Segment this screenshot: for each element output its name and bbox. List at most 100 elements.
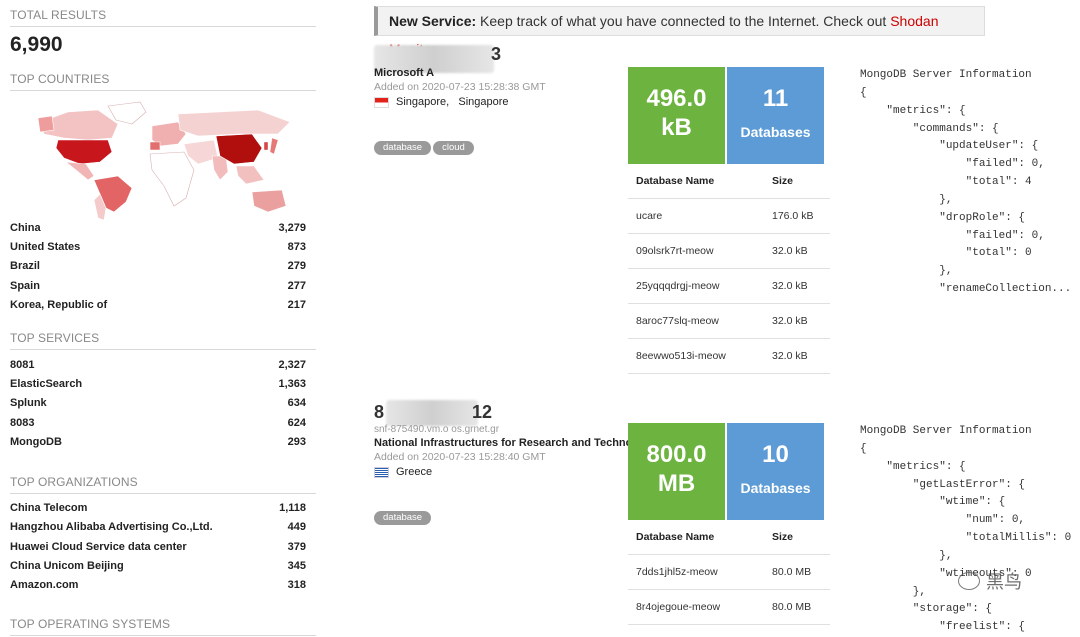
map-south-america-south	[93, 193, 107, 221]
org-row[interactable]: China Unicom Beijing 345	[10, 556, 306, 575]
service-name[interactable]: Splunk	[10, 396, 47, 409]
service-name[interactable]: ElasticSearch	[10, 377, 83, 390]
map-korea	[263, 141, 269, 151]
table-row: ucare 176.0 kB	[628, 198, 830, 234]
tag-database[interactable]: database	[374, 141, 432, 155]
map-china	[215, 133, 263, 165]
database-size: 32.0 kB	[768, 338, 830, 374]
redacted-ip-blur	[374, 45, 494, 73]
org-name[interactable]: Amazon.com	[10, 578, 79, 591]
map-spain	[149, 141, 161, 151]
country-row[interactable]: United States 873	[10, 237, 306, 256]
org-name[interactable]: China Telecom	[10, 501, 88, 514]
mongodb-server-info: MongoDB Server Information { "metrics": …	[860, 425, 1072, 634]
tag-cloud[interactable]: cloud	[433, 141, 474, 155]
service-name[interactable]: 8083	[10, 416, 35, 429]
result-location-text: Greece	[396, 466, 433, 478]
service-row[interactable]: MongoDB 293	[10, 432, 306, 451]
result-hostname[interactable]: snf-875490.vm.o os.grnet.gr	[374, 424, 500, 435]
org-row[interactable]: China Telecom 1,118	[10, 498, 306, 517]
column-header-size: Size	[768, 520, 830, 555]
country-count: 3,279	[278, 221, 306, 234]
service-name[interactable]: MongoDB	[10, 435, 62, 448]
banner-text: Keep track of what you have connected to…	[476, 13, 891, 29]
org-row[interactable]: Amazon.com 318	[10, 575, 306, 594]
database-count-label: Databases	[740, 480, 811, 496]
table-row: 8r4ojegoue-meow 80.0 MB	[628, 589, 830, 625]
org-row[interactable]: Hangzhou Alibaba Advertising Co.,Ltd. 44…	[10, 517, 306, 536]
map-australia	[251, 189, 287, 213]
database-table: Database Name Size ucare 176.0 kB 09olsr…	[628, 164, 830, 374]
service-row[interactable]: 8083 624	[10, 413, 306, 432]
country-count: 873	[287, 240, 306, 253]
map-europe	[151, 121, 187, 147]
org-name[interactable]: China Unicom Beijing	[10, 559, 124, 572]
country-name[interactable]: United States	[10, 240, 81, 253]
service-count: 1,363	[278, 377, 306, 390]
org-count: 379	[287, 540, 306, 553]
result-ip-suffix[interactable]: 3	[491, 44, 502, 64]
result-location-text: Singapore, Singapore	[396, 96, 509, 108]
country-count: 279	[287, 259, 306, 272]
database-size: 32.0 kB	[768, 233, 830, 269]
result-added-date: Added on 2020-07-23 15:28:38 GMT	[374, 81, 546, 93]
world-map[interactable]	[28, 100, 298, 222]
table-header-row: Database Name Size	[628, 164, 830, 199]
map-greenland	[107, 101, 147, 125]
service-row[interactable]: Splunk 634	[10, 393, 306, 412]
country-row[interactable]: Brazil 279	[10, 256, 306, 275]
country-row[interactable]: Korea, Republic of 217	[10, 295, 306, 314]
country-name[interactable]: Korea, Republic of	[10, 298, 108, 311]
country-name[interactable]: Spain	[10, 279, 40, 292]
result-organization[interactable]: National Infrastructures for Research an…	[374, 437, 643, 449]
service-row[interactable]: 8081 2,327	[10, 355, 306, 374]
database-count-label: Databases	[740, 124, 811, 140]
database-count: 11	[762, 85, 789, 112]
mongodb-server-info: MongoDB Server Information { "metrics": …	[860, 69, 1072, 296]
database-table: Database Name Size 7dds1jhl5z-meow 80.0 …	[628, 520, 830, 625]
watermark-text: 黑鸟	[986, 572, 1022, 592]
org-row[interactable]: Huawei Cloud Service data center 379	[10, 537, 306, 556]
database-name: 8r4ojegoue-meow	[628, 589, 768, 625]
column-header-name: Database Name	[628, 520, 768, 555]
org-name[interactable]: Huawei Cloud Service data center	[10, 540, 187, 553]
total-size-value: 800.0 MB	[646, 441, 707, 497]
tag-database[interactable]: database	[374, 511, 432, 525]
top-organizations-heading: TOP ORGANIZATIONS	[10, 475, 316, 494]
country-row[interactable]: China 3,279	[10, 218, 306, 237]
service-count: 624	[287, 416, 306, 429]
result-tags: database	[374, 507, 433, 525]
service-row[interactable]: ElasticSearch 1,363	[10, 374, 306, 393]
country-count: 217	[287, 298, 306, 311]
database-count: 10	[762, 441, 789, 468]
country-name[interactable]: China	[10, 221, 41, 234]
map-india	[211, 155, 229, 181]
column-header-size: Size	[768, 164, 830, 199]
banner-label: New Service:	[389, 13, 477, 29]
result-ip-suffix[interactable]: 12	[472, 402, 493, 422]
top-countries-heading: TOP COUNTRIES	[10, 72, 316, 91]
country-row[interactable]: Spain 277	[10, 276, 306, 295]
table-row: 09olsrk7rt-meow 32.0 kB	[628, 233, 830, 269]
map-russia	[177, 109, 291, 137]
database-name: 8aroc77slq-meow	[628, 303, 768, 339]
country-count: 277	[287, 279, 306, 292]
map-africa	[149, 151, 195, 207]
column-header-name: Database Name	[628, 164, 768, 199]
facets-sidebar: TOTAL RESULTS 6,990 TOP COUNTRIES	[0, 0, 322, 636]
search-result: 3 Microsoft A Added on 2020-07-23 15:28:…	[374, 40, 1080, 390]
service-name[interactable]: 8081	[10, 358, 35, 371]
result-ip-prefix[interactable]: 8	[374, 402, 385, 422]
result-organization[interactable]: Microsoft A	[374, 67, 435, 79]
total-results-count: 6,990	[10, 33, 63, 56]
database-name: ucare	[628, 198, 768, 234]
greece-flag-icon	[374, 466, 389, 478]
country-name[interactable]: Brazil	[10, 259, 40, 272]
org-name[interactable]: Hangzhou Alibaba Advertising Co.,Ltd.	[10, 520, 213, 533]
result-location: Greece	[374, 466, 432, 478]
total-size-tile: 800.0 MB	[628, 423, 725, 520]
org-count: 1,118	[279, 501, 306, 514]
map-middle-east	[183, 139, 219, 165]
service-count: 293	[287, 435, 306, 448]
database-size: 80.0 MB	[768, 589, 830, 625]
